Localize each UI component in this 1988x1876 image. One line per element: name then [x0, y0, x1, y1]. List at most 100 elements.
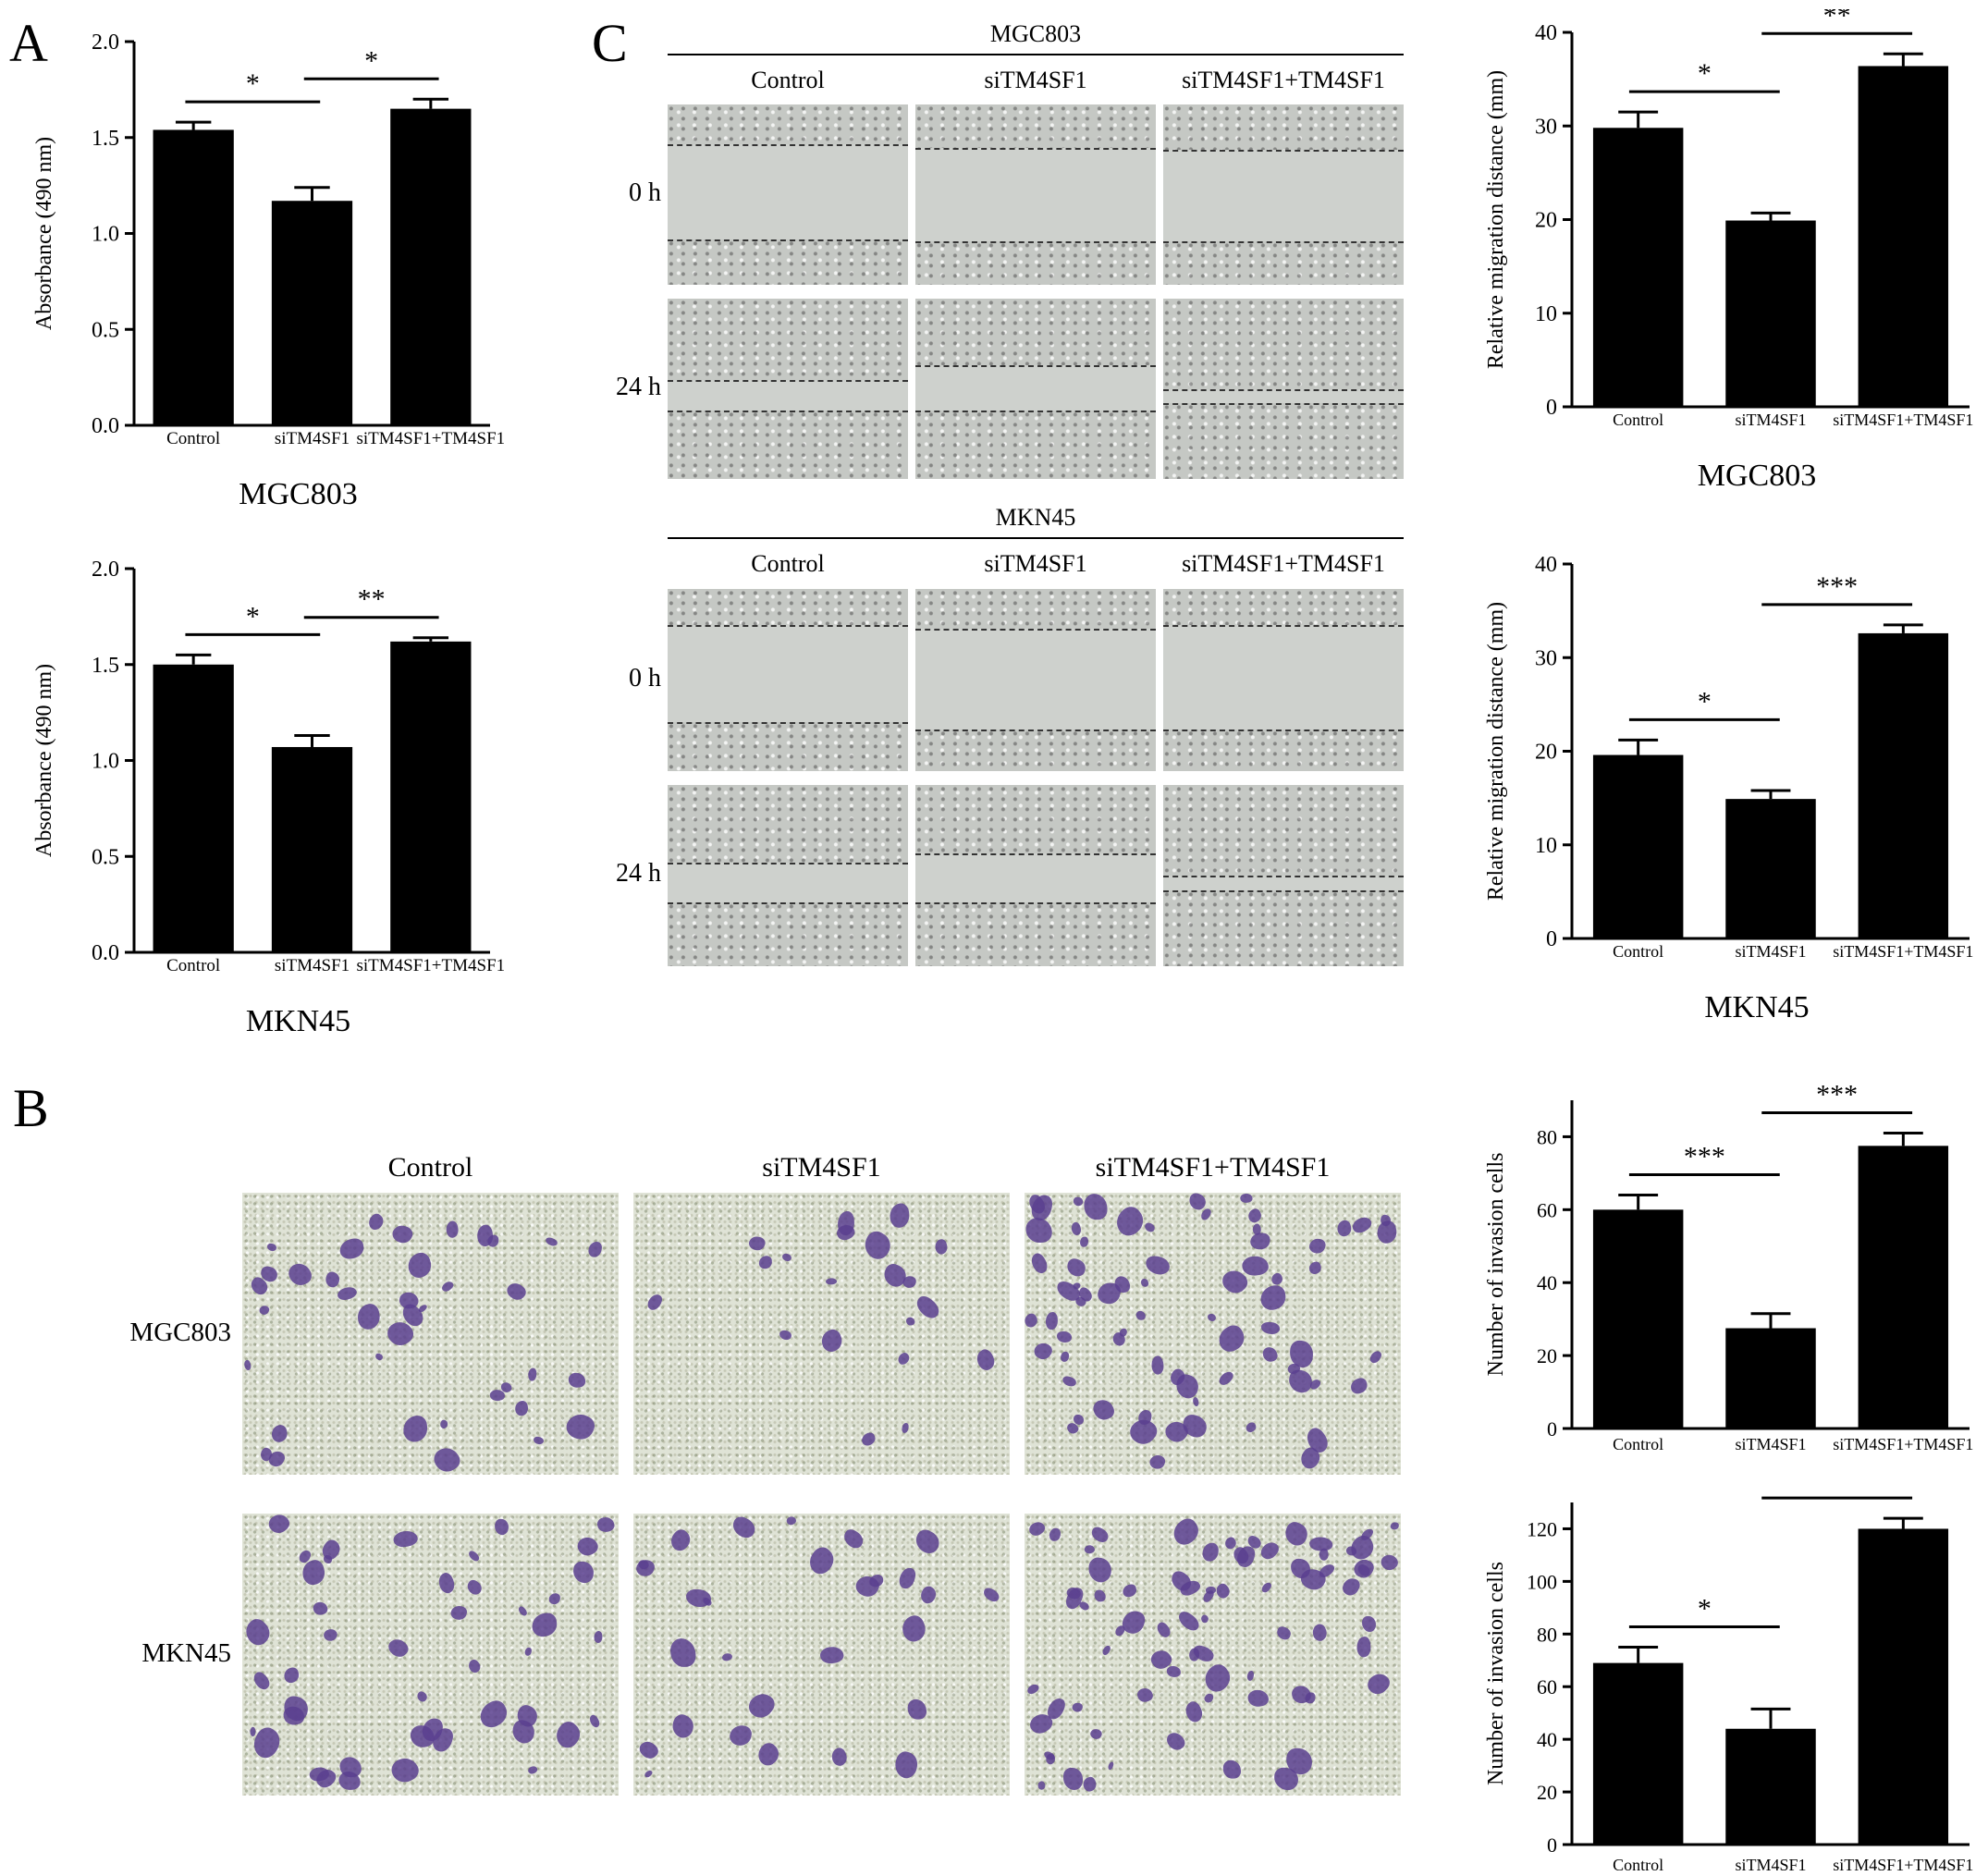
cell-monolayer — [915, 104, 1156, 148]
panel-c-group-title: MKN45 — [995, 504, 1076, 531]
stained-cell — [1247, 1670, 1255, 1682]
x-tick-label: Control — [1613, 942, 1663, 961]
panel-b-row-label: MGC803 — [129, 1317, 231, 1347]
chart-title: MKN45 — [1704, 990, 1809, 1024]
wound-edge-line — [915, 241, 1156, 244]
y-tick-label: 80 — [1537, 1125, 1557, 1148]
significance-label: * — [1698, 58, 1712, 89]
wound-edge-line — [1163, 388, 1404, 391]
y-tick-label: 0 — [1547, 1417, 1557, 1441]
significance-label: ** — [358, 584, 386, 615]
stained-cell — [438, 1418, 450, 1431]
stained-cell — [526, 1763, 539, 1776]
stained-cell — [323, 1269, 343, 1290]
significance-label: *** — [1684, 1142, 1725, 1172]
cell-monolayer — [668, 104, 908, 144]
stained-cell — [1144, 1221, 1157, 1233]
scratch-wound-image — [668, 104, 908, 285]
stained-cell — [1202, 1542, 1220, 1563]
chart-title: MGC803 — [1698, 459, 1816, 493]
stained-cell — [572, 1561, 595, 1584]
stained-cell — [1149, 1355, 1165, 1376]
y-tick-label: 0.5 — [92, 845, 119, 869]
cell-monolayer — [668, 785, 908, 864]
stained-cell — [669, 1637, 696, 1668]
y-tick-label: 1.0 — [92, 223, 119, 247]
bar — [1858, 1528, 1949, 1845]
stained-cell — [338, 1237, 366, 1261]
stained-cell — [1079, 1236, 1088, 1248]
stained-cell — [1390, 1521, 1400, 1531]
stained-cell — [595, 1515, 616, 1535]
y-tick-label: 20 — [1535, 741, 1557, 765]
stained-cell — [826, 1277, 838, 1286]
wound-edge-line — [1163, 889, 1404, 892]
chart-c-mkn45: 0 10 20 30 40 Relative migration distance (mm… — [1484, 553, 1973, 1024]
stained-cell — [913, 1293, 943, 1321]
y-tick-label: 40 — [1535, 21, 1557, 45]
x-tick-label: Control — [1613, 1856, 1663, 1874]
x-tick-label: Control — [166, 956, 220, 975]
panel-b-row-label: MKN45 — [141, 1637, 231, 1668]
transwell-image — [633, 1193, 1010, 1475]
wound-edge-line — [1163, 403, 1404, 406]
cell-monolayer — [915, 589, 1156, 630]
panel-b-column-title: Control — [387, 1152, 473, 1183]
stained-cell — [355, 1302, 383, 1331]
bar — [1592, 1209, 1684, 1428]
x-tick-label: Control — [1613, 1435, 1663, 1453]
stained-cell — [322, 1627, 339, 1643]
scratch-wound-image — [668, 589, 908, 771]
stained-cell — [1031, 1339, 1055, 1363]
x-tick-label: siTM4SF1+TM4SF1 — [357, 956, 506, 975]
y-tick-label: 0.0 — [92, 414, 119, 438]
stained-cell — [1083, 1543, 1096, 1555]
stained-cell — [1060, 1351, 1069, 1363]
stained-cell — [1287, 1368, 1313, 1394]
stained-cell — [493, 1518, 510, 1536]
significance-label: * — [364, 45, 378, 76]
stained-cell — [1213, 1581, 1233, 1601]
significance-label: ** — [1823, 9, 1851, 31]
y-tick-label: 0 — [1546, 927, 1557, 951]
stained-cell — [1174, 1608, 1203, 1634]
stained-cell — [1073, 1414, 1085, 1426]
cell-monolayer — [1163, 729, 1404, 771]
panel-c-row-label: 24 h — [616, 859, 661, 888]
x-tick-label: siTM4SF1 — [1735, 1856, 1806, 1874]
wound-edge-line — [668, 379, 908, 382]
chart-c-mgc803: 0 10 20 30 40 Relative migration distance (mm… — [1484, 9, 1973, 493]
chart-title: MKN45 — [246, 1004, 350, 1038]
stained-cell — [242, 1359, 253, 1372]
stained-cell — [1135, 1686, 1155, 1705]
stained-cell — [550, 1717, 585, 1752]
scratch-wound-image — [915, 589, 1156, 771]
stained-cell — [258, 1304, 271, 1317]
stained-cell — [528, 1367, 537, 1380]
panel-c-group-title: MGC803 — [989, 20, 1082, 47]
stained-cell — [264, 1514, 292, 1538]
y-tick-label: 20 — [1535, 209, 1557, 233]
y-tick-label: 1.5 — [92, 654, 119, 678]
stained-cell — [1025, 1311, 1040, 1330]
y-tick-label: 40 — [1537, 1271, 1557, 1294]
stained-cell — [840, 1527, 866, 1551]
stained-cell — [1241, 1254, 1270, 1278]
panel-letter-c: C — [592, 13, 628, 73]
stained-cell — [1222, 1760, 1242, 1780]
stained-cell — [1207, 1314, 1216, 1322]
stained-cell — [405, 1250, 435, 1281]
stained-cell — [753, 1739, 783, 1770]
panel-c-row-label: 0 h — [629, 178, 661, 207]
stained-cell — [1258, 1539, 1282, 1563]
significance-label: * — [1698, 686, 1712, 717]
y-tick-label: 10 — [1535, 302, 1557, 326]
stained-cell — [859, 1431, 877, 1448]
y-tick-label: 2.0 — [92, 558, 119, 582]
stained-cell — [1200, 1208, 1213, 1222]
stained-cell — [644, 1768, 654, 1779]
stained-cell — [1203, 1692, 1215, 1705]
transwell-image — [1025, 1514, 1401, 1796]
stained-cell — [586, 1241, 603, 1259]
cell-monolayer — [915, 410, 1156, 479]
